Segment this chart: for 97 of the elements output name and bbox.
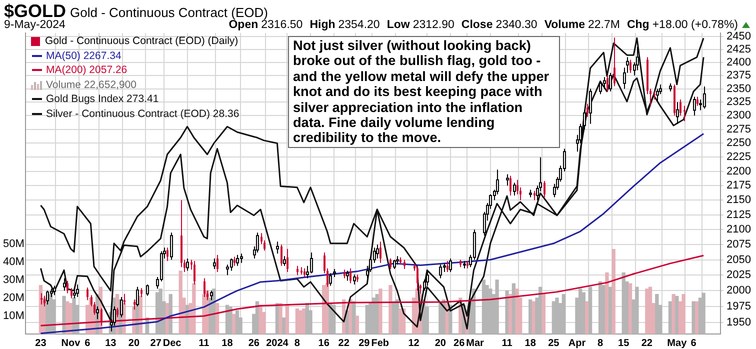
candlestick bbox=[534, 190, 536, 201]
candlestick bbox=[166, 247, 168, 262]
x-tick-label: Apr bbox=[568, 338, 586, 349]
x-tick-label: 11 bbox=[198, 338, 210, 349]
chart-title: $GOLD bbox=[4, 1, 66, 21]
y-tick-label: 2300 bbox=[726, 110, 752, 122]
candlestick bbox=[116, 307, 118, 318]
x-tick-label: 8 bbox=[598, 338, 604, 349]
candlestick bbox=[380, 241, 382, 264]
x-tick-label: 20 bbox=[434, 338, 446, 349]
x-tick-label: 18 bbox=[524, 338, 536, 349]
candlestick bbox=[510, 175, 512, 196]
x-tick-label: 20 bbox=[128, 338, 140, 349]
candlestick bbox=[614, 37, 616, 87]
candlestick bbox=[544, 180, 546, 198]
x-tick-label: 27 bbox=[150, 338, 162, 349]
y-tick-label: 2375 bbox=[726, 70, 752, 82]
candlestick bbox=[234, 256, 236, 266]
candlestick bbox=[296, 265, 298, 276]
y-tick-label: 2400 bbox=[726, 56, 752, 68]
legend-label: Silver - Continuous Contract (EOD) 28.36 bbox=[46, 108, 240, 120]
text: Close 2340.30 bbox=[461, 19, 538, 31]
x-tick-label: Feb bbox=[371, 338, 389, 349]
legend-label: MA(50) 2267.34 bbox=[46, 50, 122, 62]
legend-label: Gold - Continuous Contract (EOD) (Daily) bbox=[45, 35, 238, 47]
x-tick-label: 26 bbox=[454, 338, 466, 349]
candlestick bbox=[86, 287, 88, 301]
y-tick-label: 2175 bbox=[726, 180, 752, 192]
y-tick-label: 2275 bbox=[726, 123, 752, 136]
y-tick-label: 2125 bbox=[726, 208, 752, 221]
y-tick-label: 2425 bbox=[726, 43, 752, 56]
x-tick-label: 12 bbox=[408, 338, 420, 349]
y-tick-label: 2150 bbox=[726, 194, 752, 206]
x-tick-label: May bbox=[667, 338, 688, 349]
candlestick bbox=[66, 280, 68, 294]
x-tick-label: Mar bbox=[466, 338, 484, 349]
candlestick bbox=[404, 259, 406, 270]
candlestick bbox=[586, 103, 588, 118]
x-tick-label: Nov bbox=[61, 338, 81, 349]
y2-tick-label: 20M bbox=[2, 292, 24, 304]
y-tick-label: 2025 bbox=[726, 269, 752, 282]
y-tick-label: 1950 bbox=[726, 316, 752, 328]
annotation: Not just silver (without looking back) broke out of the bullish flag, gold too - and the yellow metal will defy the upper knot and do its best keeping pace with silver appreciation into the inflation data. Fine daily volume lending credibility to the move. bbox=[288, 36, 560, 148]
candlestick bbox=[390, 258, 392, 270]
y-tick-label: 1975 bbox=[726, 300, 752, 312]
y-tick-label: 2200 bbox=[726, 165, 752, 178]
y2-tick-label: 10M bbox=[2, 310, 24, 322]
x-tick-label: 25 bbox=[548, 338, 560, 349]
candlestick bbox=[280, 244, 282, 266]
x-tick-label: 11 bbox=[502, 338, 513, 349]
y-tick-label: 2225 bbox=[726, 151, 752, 164]
y2-tick-label: 50M bbox=[2, 238, 24, 250]
text: High 2354.20 bbox=[310, 19, 380, 31]
candlestick bbox=[630, 59, 632, 74]
y-tick-label: 2075 bbox=[726, 238, 752, 251]
y-tick-label: 2450 bbox=[726, 30, 752, 43]
x-tick-label: 26 bbox=[248, 338, 260, 349]
candlestick bbox=[680, 98, 682, 116]
chart-subtitle: Gold - Continuous Contract (EOD) bbox=[70, 5, 268, 20]
x-tick-label: 6 bbox=[690, 338, 697, 349]
candlestick bbox=[350, 268, 352, 284]
text: 9-May-2024 bbox=[4, 19, 66, 31]
x-tick-label: 13 bbox=[105, 338, 117, 349]
candlestick bbox=[606, 75, 608, 92]
y2-tick-label: 30M bbox=[2, 274, 24, 286]
x-tick-label: 23 bbox=[35, 338, 47, 349]
legend-label: Gold Bugs Index 273.41 bbox=[46, 93, 159, 105]
text: Volume 22.7M bbox=[544, 19, 620, 31]
text: Low 2312.90 bbox=[386, 19, 454, 31]
x-tick-label: 22 bbox=[338, 338, 350, 349]
candlestick bbox=[696, 96, 698, 106]
x-tick-label: 15 bbox=[618, 338, 630, 349]
legend-label: Volume 22,652,900 bbox=[46, 78, 136, 90]
y2-tick-label: 40M bbox=[2, 256, 24, 268]
y-tick-label: 2325 bbox=[726, 96, 752, 108]
candlestick bbox=[44, 295, 46, 307]
y-tick-label: 2350 bbox=[726, 82, 752, 95]
candlestick bbox=[70, 288, 72, 299]
y-tick-label: 2050 bbox=[726, 254, 752, 266]
text: Chg +18.00 (+0.78%) bbox=[626, 19, 738, 31]
x-tick-label: 2024 bbox=[266, 338, 289, 349]
y-tick-label: 2100 bbox=[726, 224, 752, 236]
x-tick-label: Dec bbox=[162, 338, 182, 349]
x-tick-label: 18 bbox=[222, 338, 234, 349]
x-tick-label: 22 bbox=[641, 338, 653, 349]
x-tick-label: 8 bbox=[294, 338, 300, 349]
candlestick bbox=[446, 260, 448, 273]
candlestick bbox=[216, 254, 218, 273]
candlestick bbox=[40, 292, 42, 306]
text: Open 2316.50 bbox=[228, 19, 303, 31]
x-tick-label: 29 bbox=[358, 338, 370, 349]
y-tick-label: 2250 bbox=[726, 137, 752, 150]
x-tick-label: 6 bbox=[84, 338, 91, 349]
legend-label: MA(200) 2057.26 bbox=[46, 64, 128, 76]
x-tick-label: 16 bbox=[318, 338, 330, 349]
candlestick bbox=[286, 248, 288, 273]
y-tick-label: 2000 bbox=[726, 284, 752, 297]
